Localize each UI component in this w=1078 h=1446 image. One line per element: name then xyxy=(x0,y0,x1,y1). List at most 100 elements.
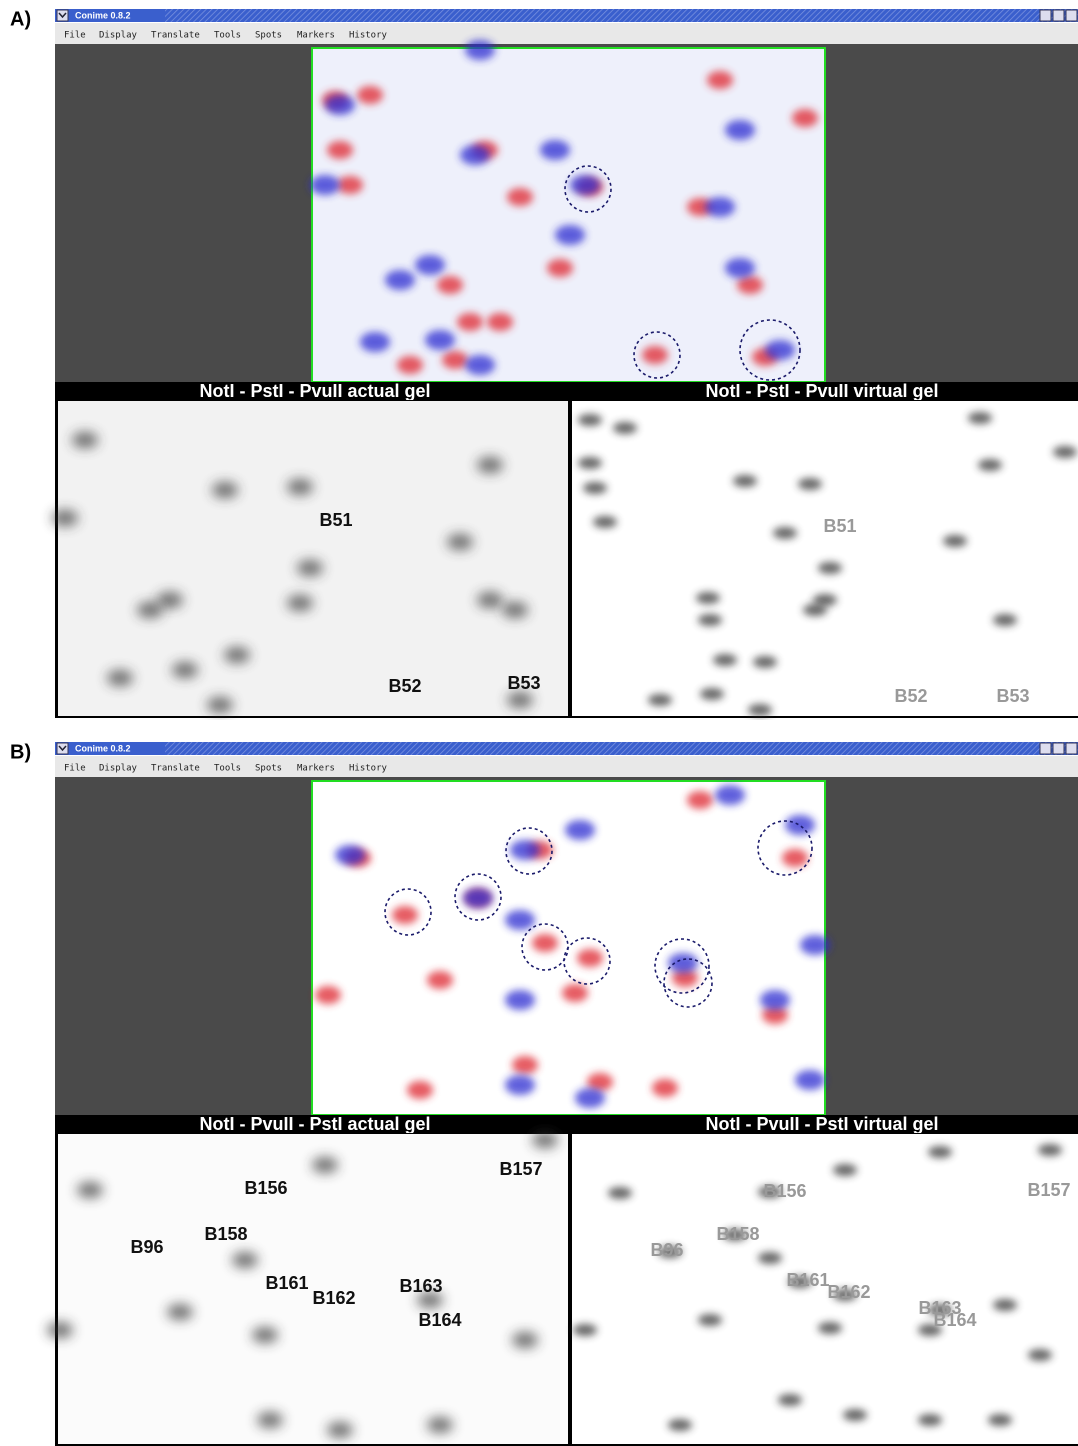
gel-spot xyxy=(608,1187,632,1199)
gel-spot xyxy=(798,478,822,490)
window-control xyxy=(1052,742,1065,755)
panel: B) Conime 0.8.2 File Display Translate Tools S… xyxy=(10,741,1078,1446)
menu-item: Tools xyxy=(214,31,241,41)
gel-spot xyxy=(212,482,238,498)
blue-spot xyxy=(668,953,698,973)
actual-gel-title: NotI - PvuII - PstI actual gel xyxy=(199,1114,430,1134)
gel-header xyxy=(55,1115,1078,1133)
blue-spot xyxy=(725,258,755,278)
gel-spot xyxy=(843,1409,867,1421)
red-spot xyxy=(532,934,558,952)
gel-spot xyxy=(968,412,992,424)
title-bar-label-bg xyxy=(55,742,165,755)
gel-spot xyxy=(252,1327,278,1343)
gel-spot xyxy=(447,534,473,550)
gel-spot xyxy=(593,516,617,528)
gel-spot xyxy=(477,457,503,473)
red-spot xyxy=(577,949,603,967)
match-circle xyxy=(384,888,432,936)
blue-spot xyxy=(575,1088,605,1108)
gel-spot xyxy=(833,1164,857,1176)
red-spot xyxy=(782,849,808,867)
match-circle xyxy=(454,873,502,921)
spot-label: B162 xyxy=(312,1288,355,1308)
spot-label: B158 xyxy=(716,1224,759,1244)
window-control xyxy=(1039,742,1052,755)
gel-spot xyxy=(52,510,78,526)
menu-bar xyxy=(55,23,1078,44)
red-spot xyxy=(707,71,733,89)
gel-spot xyxy=(778,1394,802,1406)
gel-spot xyxy=(167,1304,193,1320)
spot-label: B161 xyxy=(265,1273,308,1293)
menu-item: Translate xyxy=(151,764,200,774)
panel: A) Conime 0.8.2 File Display Translate Tools S… xyxy=(10,8,1078,718)
window-menu-icon xyxy=(58,12,67,19)
match-circle xyxy=(563,937,611,985)
match-circle xyxy=(633,331,681,379)
gel-spot xyxy=(512,1332,538,1348)
blue-spot xyxy=(800,935,830,955)
spot-label: B157 xyxy=(1027,1180,1070,1200)
gel-spot xyxy=(573,1324,597,1336)
gel-spot xyxy=(788,1276,812,1288)
spot-label: B156 xyxy=(763,1181,806,1201)
match-circle xyxy=(739,319,801,381)
menu-item: Translate xyxy=(151,31,200,41)
spot-label: B162 xyxy=(827,1282,870,1302)
gel-spot xyxy=(327,1422,353,1438)
overlay-image xyxy=(311,47,826,383)
blue-spot xyxy=(463,888,493,908)
spot-label: B157 xyxy=(499,1159,542,1179)
menu-item: File xyxy=(64,31,86,41)
blue-spot xyxy=(505,1075,535,1095)
blue-spot xyxy=(565,820,595,840)
red-spot xyxy=(652,1079,678,1097)
blue-spot xyxy=(540,140,570,160)
gel-spot xyxy=(287,479,313,495)
red-spot xyxy=(762,1006,788,1024)
gel-spot xyxy=(696,592,720,604)
window-menu-button xyxy=(56,9,69,22)
window-title: Conime 0.8.2 xyxy=(75,10,131,20)
blue-spot xyxy=(765,340,795,360)
title-bar xyxy=(55,9,1078,22)
gel-spot xyxy=(928,1304,952,1316)
gel-spot xyxy=(137,602,163,618)
red-spot xyxy=(327,141,353,159)
menu-item: History xyxy=(349,764,388,774)
window-menu-button xyxy=(56,742,69,755)
red-spot xyxy=(512,1056,538,1074)
gel-spot xyxy=(648,694,672,706)
spot-label: B53 xyxy=(507,673,540,693)
gel-spot xyxy=(918,1414,942,1426)
gel-spot xyxy=(207,697,233,713)
red-spot xyxy=(687,198,713,216)
spot-label: B96 xyxy=(130,1237,163,1257)
gel-spot xyxy=(733,475,757,487)
gel-spot xyxy=(758,1186,782,1198)
blue-spot xyxy=(310,175,340,195)
overlay-spots xyxy=(315,785,830,1108)
spot-label: B96 xyxy=(650,1240,683,1260)
gel-spot xyxy=(758,1252,782,1264)
gel-spot xyxy=(700,688,724,700)
window-control xyxy=(1065,9,1078,22)
gel-spot xyxy=(578,457,602,469)
match-circle xyxy=(654,938,710,994)
gel-spot xyxy=(232,1252,258,1268)
blue-spot xyxy=(570,175,600,195)
menu-item: Tools xyxy=(214,764,241,774)
actual-gel-title: NotI - PstI - PvuII actual gel xyxy=(199,381,430,401)
blue-spot xyxy=(385,270,415,290)
spot-label: B52 xyxy=(388,676,421,696)
panel-label: B) xyxy=(10,741,31,763)
gel-spot xyxy=(818,562,842,574)
gel-spot xyxy=(477,592,503,608)
menu-bar xyxy=(55,756,1078,777)
menu-item: Markers xyxy=(297,31,335,41)
red-spot xyxy=(792,109,818,127)
spot-label: B52 xyxy=(894,686,927,706)
red-spot xyxy=(642,346,668,364)
